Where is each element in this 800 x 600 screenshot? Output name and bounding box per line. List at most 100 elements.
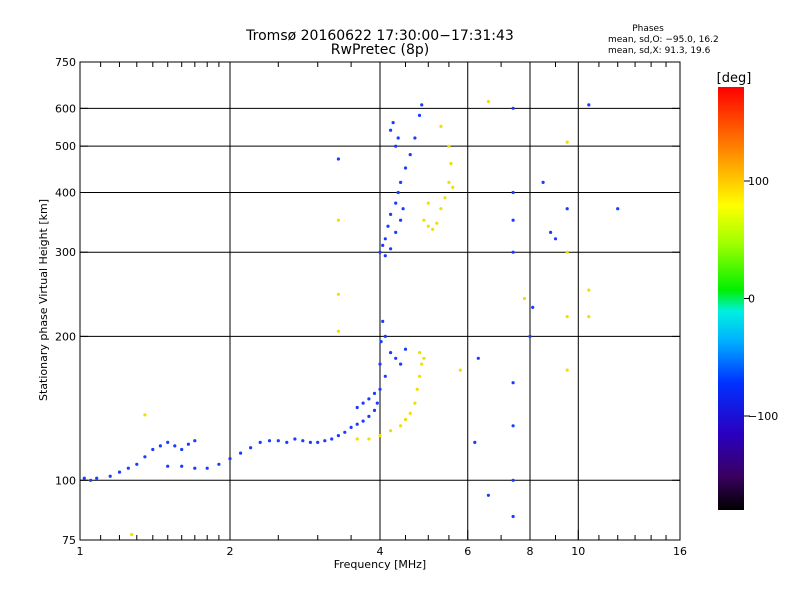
data-point	[285, 440, 289, 444]
data-point	[443, 196, 447, 200]
data-point	[378, 362, 382, 366]
data-point	[239, 451, 243, 455]
data-point	[355, 422, 359, 426]
data-point	[276, 439, 280, 443]
data-point	[391, 121, 395, 125]
data-point	[422, 356, 426, 360]
data-point	[95, 476, 99, 480]
data-point	[476, 356, 480, 360]
data-point	[439, 207, 443, 211]
data-point	[447, 180, 451, 184]
data-point	[486, 99, 490, 104]
data-point	[565, 315, 569, 319]
data-point	[323, 439, 327, 443]
y-tick-label: 750	[55, 56, 76, 69]
data-point	[378, 434, 382, 438]
data-point	[336, 157, 340, 161]
data-point	[394, 356, 398, 360]
plot-area: 1 2 4 6 8 10 16 75 100 200 300 400 500 600 750	[55, 56, 687, 558]
data-point	[389, 247, 393, 251]
phases-label: Phases	[632, 24, 664, 34]
y-tick-label: 400	[55, 186, 76, 199]
data-point	[403, 166, 408, 170]
data-point	[166, 464, 170, 468]
data-point	[394, 230, 398, 234]
x-tick-label: 4	[377, 545, 384, 558]
data-point	[217, 462, 221, 466]
data-point	[415, 387, 419, 391]
data-point	[336, 434, 340, 438]
data-point	[108, 474, 112, 478]
data-point	[565, 368, 569, 372]
data-point	[399, 362, 403, 366]
data-point	[401, 207, 405, 211]
data-point	[531, 305, 535, 309]
x-axis-label: Frequency [MHz]	[334, 558, 426, 571]
data-point	[511, 106, 515, 110]
data-point	[367, 437, 371, 441]
data-point	[180, 464, 184, 468]
colorbar-tick-label: 100	[748, 175, 769, 188]
data-point	[151, 447, 155, 452]
y-tick-label: 500	[55, 140, 76, 153]
data-point	[420, 103, 424, 107]
data-point	[549, 230, 553, 234]
data-point	[426, 224, 430, 228]
data-point	[372, 391, 377, 395]
x-tick-label: 6	[464, 545, 471, 558]
data-point	[403, 347, 408, 351]
data-point	[378, 387, 382, 391]
data-point	[205, 466, 209, 470]
data-point	[439, 124, 443, 128]
data-point	[413, 136, 417, 140]
data-point	[193, 466, 197, 470]
y-tick-label: 200	[55, 330, 76, 343]
data-point	[431, 227, 435, 231]
x-tick-label: 8	[527, 545, 534, 558]
data-point	[486, 493, 490, 497]
data-point	[173, 444, 177, 448]
data-point	[389, 128, 393, 132]
data-point	[336, 329, 340, 333]
data-point	[587, 103, 591, 107]
data-point	[336, 218, 340, 222]
data-point	[383, 237, 387, 241]
data-point	[361, 401, 365, 405]
data-point	[135, 462, 139, 466]
data-point	[293, 437, 297, 441]
data-point	[301, 439, 305, 443]
data-point	[367, 397, 371, 401]
data-point	[267, 439, 272, 443]
data-point	[616, 207, 620, 211]
data-point	[451, 185, 455, 189]
data-point	[447, 144, 451, 148]
data-point	[413, 401, 417, 405]
data-point	[511, 478, 515, 482]
data-point	[408, 153, 412, 157]
y-axis-label: Stationary phase Virtual Height [km]	[37, 199, 50, 401]
data-point	[82, 476, 86, 480]
chart-subtitle: RwPretec (8p)	[331, 42, 429, 58]
x-tick-label: 16	[673, 545, 687, 558]
colorbar	[718, 87, 744, 510]
x-tick-label: 1	[77, 545, 84, 558]
data-point	[394, 144, 398, 148]
data-point	[399, 218, 403, 222]
data-point	[258, 440, 262, 444]
data-point	[565, 140, 569, 144]
data-point	[143, 413, 147, 417]
data-point	[89, 478, 93, 482]
data-point	[417, 374, 422, 378]
data-point	[383, 374, 387, 378]
x-tick-label: 10	[571, 545, 585, 558]
data-point	[399, 424, 403, 428]
x-tick-label: 2	[227, 545, 234, 558]
data-point	[389, 212, 393, 216]
data-point	[249, 446, 253, 450]
data-point	[511, 381, 515, 385]
data-point	[403, 417, 408, 422]
colorbar-tick-label: −100	[748, 410, 778, 423]
data-point	[449, 161, 453, 166]
data-point	[396, 136, 400, 140]
